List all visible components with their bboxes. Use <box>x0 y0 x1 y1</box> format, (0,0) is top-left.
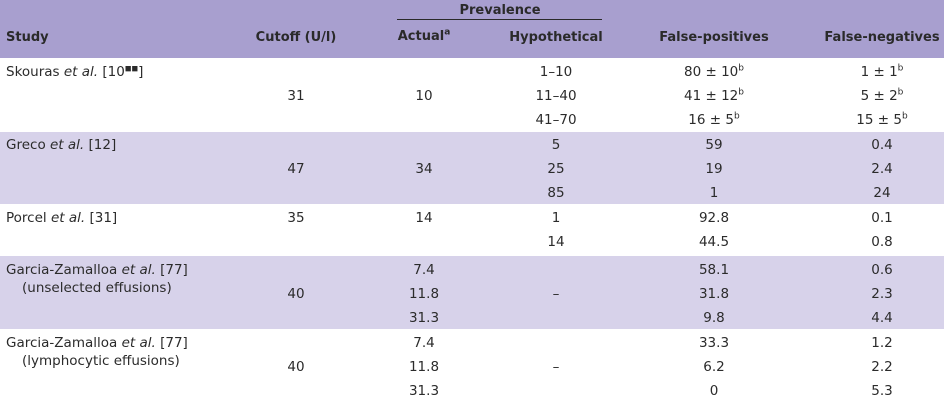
false-positive-value: 44.5 <box>698 234 730 250</box>
header-hypothetical: Hypothetical <box>509 30 603 45</box>
false-negative-value: 0.1 <box>871 210 893 226</box>
false-negative-value: 0.4 <box>871 137 893 153</box>
header-false-positives: False-positives <box>659 30 769 45</box>
header-prevalence: Prevalence <box>459 3 541 18</box>
actual-value: 11.8 <box>408 286 440 302</box>
false-positive-value: 33.3 <box>698 335 730 351</box>
false-positive-value: 9.8 <box>703 310 725 326</box>
cutoff-value: 31 <box>287 88 305 104</box>
false-negative-value: 4.4 <box>871 310 893 326</box>
study-subgroup: (lymphocytic effusions) <box>22 353 180 369</box>
actual-value: 34 <box>415 161 433 177</box>
table-row <box>0 256 944 329</box>
false-positive-value: 31.8 <box>698 286 730 302</box>
false-positive-value: 58.1 <box>698 262 730 278</box>
header-study: Study <box>6 30 49 45</box>
hypothetical-dash: – <box>552 359 560 375</box>
false-negative-value: 2.4 <box>871 161 893 177</box>
false-negative-value: 5.3 <box>871 383 893 399</box>
hypothetical-value: 85 <box>547 185 565 201</box>
actual-value: 11.8 <box>408 359 440 375</box>
actual-value: 10 <box>415 88 433 104</box>
false-negative-value: 15 ± 5b <box>856 111 908 128</box>
false-positive-value: 59 <box>705 137 723 153</box>
false-positive-value: 92.8 <box>698 210 730 226</box>
actual-value: 7.4 <box>413 262 435 278</box>
hypothetical-dash: – <box>552 286 560 302</box>
actual-value: 14 <box>415 210 433 226</box>
cutoff-value: 47 <box>287 161 305 177</box>
hypothetical-value: 1 <box>551 210 561 226</box>
false-positive-value: 1 <box>709 185 719 201</box>
header-actual: Actuala <box>397 27 451 44</box>
false-negative-value: 1 ± 1b <box>860 63 904 80</box>
false-positive-value: 6.2 <box>703 359 725 375</box>
study-name: Garcia-Zamalloa et al. [77] <box>6 335 188 351</box>
false-negative-value: 0.8 <box>871 234 893 250</box>
header-cutoff: Cutoff (U/l) <box>255 30 337 45</box>
false-positive-value: 80 ± 10b <box>684 63 744 80</box>
false-positive-value: 0 <box>709 383 719 399</box>
false-positive-value: 19 <box>705 161 723 177</box>
hypothetical-value: 25 <box>547 161 565 177</box>
table-row <box>0 132 944 204</box>
false-negative-value: 2.3 <box>871 286 893 302</box>
false-negative-value: 0.6 <box>871 262 893 278</box>
hypothetical-value: 11–40 <box>535 88 577 104</box>
header-false-negatives: False-negatives <box>824 30 940 45</box>
false-positive-value: 16 ± 5b <box>688 111 740 128</box>
study-subgroup: (unselected effusions) <box>22 280 172 296</box>
actual-value: 31.3 <box>408 310 440 326</box>
false-negative-value: 24 <box>873 185 891 201</box>
study-name: Garcia-Zamalloa et al. [77] <box>6 262 188 278</box>
table-row <box>0 204 944 256</box>
cutoff-value: 35 <box>287 210 305 226</box>
hypothetical-value: 5 <box>551 137 561 153</box>
false-negative-value: 5 ± 2b <box>860 87 904 104</box>
false-negative-value: 2.2 <box>871 359 893 375</box>
cutoff-value: 40 <box>287 359 305 375</box>
actual-value: 31.3 <box>408 383 440 399</box>
hypothetical-value: 1–10 <box>539 64 573 80</box>
hypothetical-value: 41–70 <box>535 112 577 128</box>
actual-value: 7.4 <box>413 335 435 351</box>
study-name: Greco et al. [12] <box>6 137 117 153</box>
false-positive-value: 41 ± 12b <box>684 87 744 104</box>
cutoff-value: 40 <box>287 286 305 302</box>
study-name: Porcel et al. [31] <box>6 210 118 226</box>
study-name: Skouras et al. [10■■] <box>6 64 144 80</box>
table-header <box>0 0 944 58</box>
false-negative-value: 1.2 <box>871 335 893 351</box>
hypothetical-value: 14 <box>547 234 565 250</box>
prevalence-rule <box>397 19 602 20</box>
